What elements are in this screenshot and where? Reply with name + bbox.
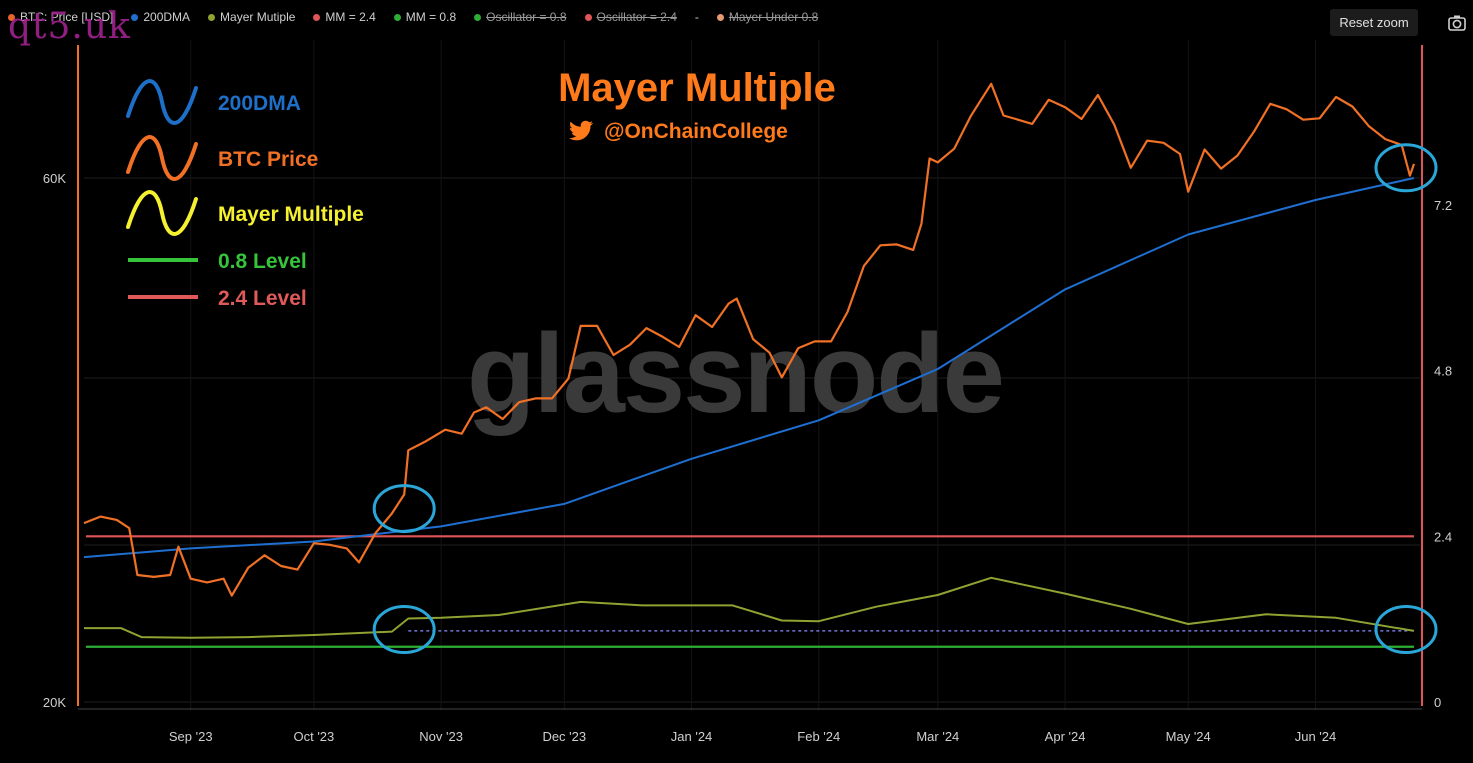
highlight-circle [372, 484, 436, 534]
axes: 60K 20K 7.2 4.8 2.4 0 Sep '23 Oct '23 Nov '23 Dec… [43, 45, 1452, 744]
legend-dot [393, 13, 401, 21]
legend-item[interactable]: BTC: Price [USD] [8, 10, 113, 24]
x-tick-label: Oct '23 [293, 729, 334, 744]
level-lines [86, 535, 1414, 648]
legend-label: Mayer Multiple [218, 203, 364, 226]
legend-dot [131, 13, 139, 21]
x-tick-label: Jan '24 [671, 729, 713, 744]
series-line [83, 82, 1416, 597]
legend-item[interactable]: 200DMA [131, 10, 190, 24]
x-tick-label: Mar '24 [916, 729, 959, 744]
highlight-circle [1374, 605, 1438, 655]
x-tick-label: Jun '24 [1295, 729, 1337, 744]
legend-label: Oscillator = 2.4 [596, 10, 677, 24]
legend-item[interactable]: Mayer Under 0.8 [716, 10, 819, 24]
watermark-text: qt5.uk [8, 6, 131, 47]
legend-label: 200DMA [218, 92, 301, 115]
legend-label: 0.8 Level [218, 250, 307, 273]
reset-zoom-button[interactable]: Reset zoom [1330, 9, 1418, 36]
legend-label: 200DMA [143, 10, 191, 24]
legend-label: BTC Price [218, 148, 318, 171]
legend-wave-swatch [126, 190, 198, 236]
legend-item[interactable]: Mayer Mutiple [208, 10, 295, 24]
y-left-tick-label: 20K [43, 695, 66, 710]
series [83, 82, 1416, 639]
legend-dot [313, 13, 321, 21]
legend-label: Mayer Under 0.8 [728, 10, 819, 24]
highlight-circle [1374, 143, 1438, 193]
legend-label: - [694, 10, 699, 24]
legend-bar: BTC: Price [USD] 200DMA Mayer Mutiple MM = … [0, 0, 1320, 34]
chart-subtitle: @OnChainCollege [604, 120, 788, 143]
legend-dot [208, 13, 216, 21]
legend-label: MM = 2.4 [325, 10, 376, 24]
legend-dot [716, 13, 724, 21]
legend-wave-swatch [126, 135, 198, 181]
highlight-circles [372, 143, 1438, 655]
subtitle-group: @OnChainCollege [569, 120, 788, 143]
legend-label: MM = 0.8 [405, 10, 457, 24]
legend-item[interactable]: MM = 2.4 [313, 10, 376, 24]
y-right-tick-label: 2.4 [1434, 529, 1452, 544]
x-tick-label: Dec '23 [542, 729, 586, 744]
series-line [84, 576, 1415, 639]
x-tick-label: Nov '23 [419, 729, 463, 744]
y-left-tick-label: 60K [43, 171, 66, 186]
camera-icon[interactable] [1446, 12, 1468, 34]
legend-label: 2.4 Level [218, 287, 307, 310]
x-tick-label: Apr '24 [1045, 729, 1086, 744]
x-tick-label: Sep '23 [169, 729, 213, 744]
watermark-glassnode: glassnode [467, 311, 1003, 436]
legend-wave-swatch [126, 79, 198, 125]
highlight-circle [372, 605, 436, 655]
y-right-tick-label: 4.8 [1434, 364, 1452, 379]
legend-item[interactable]: Oscillator = 0.8 [474, 10, 567, 24]
legend-label: Mayer Mutiple [220, 10, 296, 24]
chart-title: Mayer Multiple [558, 66, 836, 110]
legend-item[interactable]: Oscillator = 2.4 [584, 10, 677, 24]
y-right-tick-label: 7.2 [1434, 198, 1452, 213]
x-tick-label: Feb '24 [797, 729, 840, 744]
grid-lines [84, 40, 1420, 710]
x-tick-label: May '24 [1166, 729, 1211, 744]
legend-label: BTC: Price [USD] [20, 10, 114, 24]
legend-item[interactable]: - [695, 10, 699, 24]
series-line [83, 177, 1415, 559]
y-right-tick-label: 0 [1434, 695, 1441, 710]
legend-dot [474, 13, 482, 21]
legend-dot [584, 13, 592, 21]
legend-item[interactable]: MM = 0.8 [393, 10, 457, 24]
annotation-legend: 200DMA BTC Price Mayer Multiple 0.8 Level 2.… [126, 79, 364, 310]
twitter-bird-icon [569, 120, 593, 141]
legend-dot [8, 13, 15, 21]
legend-label: Oscillator = 0.8 [486, 10, 567, 24]
